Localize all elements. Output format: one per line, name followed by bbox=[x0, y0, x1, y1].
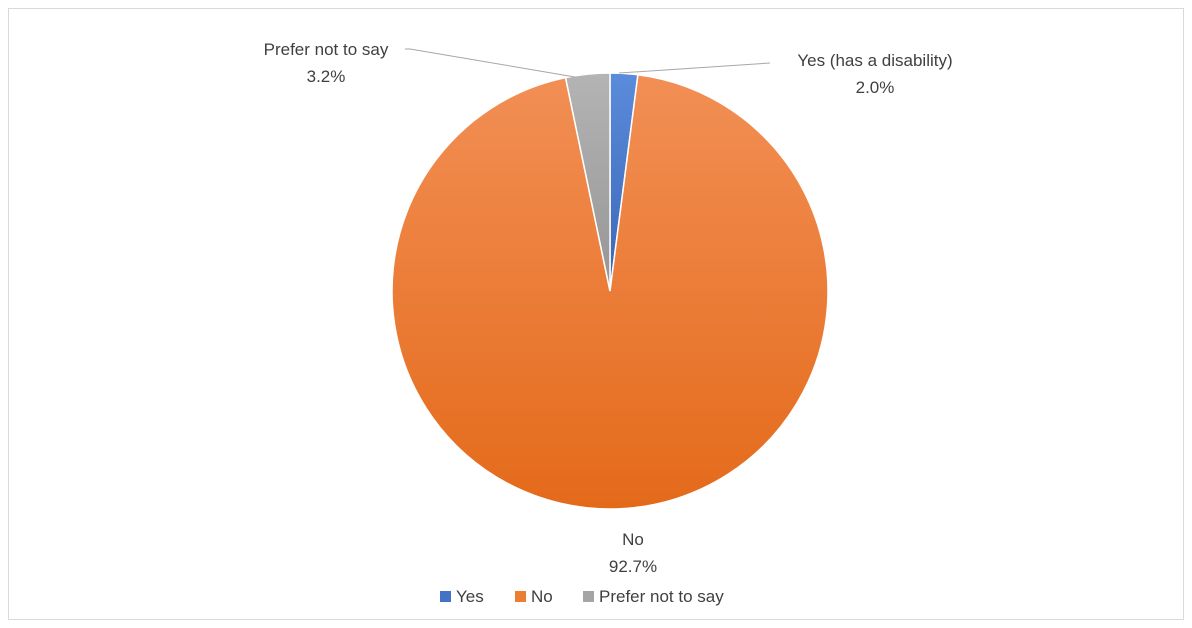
legend-swatch-prefer-not-to-say bbox=[583, 591, 594, 602]
pie-slice-prefer-not-to-say bbox=[564, 72, 611, 292]
leader-line-prefer-not-to-say bbox=[405, 48, 576, 78]
legend-swatch-yes bbox=[440, 591, 451, 602]
data-label-prefer-not-to-say-value: 3.2% bbox=[307, 67, 346, 86]
data-label-yes-name: Yes (has a disability) bbox=[797, 51, 952, 70]
data-label-no-name: No bbox=[622, 530, 644, 549]
legend-entry-prefer-not-to-say: Prefer not to say bbox=[583, 587, 724, 606]
leader-lines bbox=[405, 48, 771, 78]
legend-label-yes: Yes bbox=[456, 587, 484, 606]
data-label-prefer-not-to-say-name: Prefer not to say bbox=[264, 40, 389, 59]
leader-line-yes bbox=[618, 62, 771, 74]
legend: Yes No Prefer not to say bbox=[440, 587, 724, 606]
legend-label-no: No bbox=[531, 587, 553, 606]
legend-swatch-no bbox=[515, 591, 526, 602]
legend-entry-yes: Yes bbox=[440, 587, 484, 606]
data-label-yes-value: 2.0% bbox=[856, 78, 895, 97]
legend-entry-no: No bbox=[515, 587, 553, 606]
legend-label-prefer-not-to-say: Prefer not to say bbox=[599, 587, 724, 606]
data-labels: Yes (has a disability) 2.0% Prefer not t… bbox=[264, 40, 953, 576]
data-label-no-value: 92.7% bbox=[609, 557, 657, 576]
pie-slices bbox=[391, 72, 829, 510]
pie-slice-no bbox=[391, 73, 829, 510]
